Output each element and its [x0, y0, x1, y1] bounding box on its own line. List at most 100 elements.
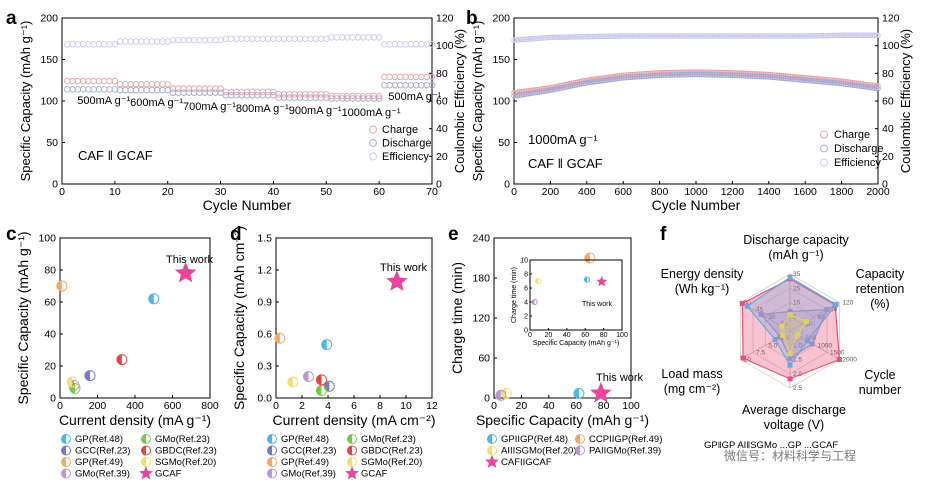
point-charge	[90, 77, 97, 85]
point-charge	[412, 73, 420, 81]
watermark-text: 微信号：材料科学与工程	[724, 448, 856, 463]
point-discharge	[675, 72, 681, 78]
point-efficiency	[540, 35, 546, 41]
point-efficiency	[520, 36, 526, 43]
legend-text-c: GP(Ref.49)	[75, 457, 123, 468]
point-efficiency	[412, 41, 420, 48]
point-efficiency	[756, 33, 763, 39]
point-efficiency	[847, 32, 854, 39]
y-tick-label: 0	[50, 393, 56, 405]
legend-marker-b	[820, 158, 828, 167]
point-discharge	[148, 86, 156, 94]
point-efficiency	[778, 33, 785, 39]
point-discharge	[635, 74, 641, 80]
point-discharge	[829, 79, 836, 86]
point-efficiency	[518, 36, 525, 43]
x-tick-label: 0	[59, 186, 65, 198]
point-efficiency	[773, 33, 779, 39]
point-efficiency	[185, 36, 193, 44]
legend-marker-a	[369, 139, 377, 147]
point-efficiency	[529, 36, 535, 42]
y-right-tick-label: 20	[436, 151, 448, 163]
point-charge	[164, 81, 171, 88]
x-tick-label: 1000	[684, 186, 708, 198]
point-efficiency	[711, 33, 717, 39]
point-discharge	[806, 77, 812, 84]
legend-marker-fill	[61, 457, 66, 467]
x-tick-label: 6	[351, 400, 357, 412]
legend-marker	[347, 445, 357, 456]
point-discharge	[317, 94, 325, 101]
point-efficiency	[391, 41, 399, 48]
point-discharge	[709, 72, 716, 78]
point-efficiency	[573, 34, 579, 40]
y-tick-label: 150	[492, 54, 510, 66]
point-discharge	[669, 72, 676, 78]
point-efficiency	[726, 33, 732, 39]
point-discharge	[837, 80, 843, 87]
point-discharge	[323, 94, 330, 101]
point-efficiency	[622, 33, 628, 39]
point-efficiency	[545, 34, 552, 41]
legend-marker	[347, 434, 357, 444]
point-efficiency	[600, 33, 606, 40]
y-tick-label: 1.5	[257, 233, 272, 245]
point-efficiency	[815, 32, 821, 39]
point-efficiency	[782, 33, 788, 39]
point-discharge	[729, 72, 736, 79]
point-efficiency	[402, 41, 409, 48]
point-discharge	[386, 81, 393, 89]
point-discharge	[201, 89, 208, 96]
point-discharge	[724, 72, 730, 78]
point-efficiency	[549, 34, 555, 41]
point-discharge	[180, 89, 187, 96]
point-discharge	[742, 73, 748, 79]
radar-axis-label: Average discharge	[742, 403, 846, 417]
x-axis-title: Cycle Number	[652, 197, 741, 213]
legend-marker-fill	[575, 446, 580, 455]
y-tick-label: 0.0	[257, 393, 272, 405]
point-efficiency	[95, 41, 103, 48]
point-efficiency	[607, 33, 614, 39]
point-efficiency	[360, 34, 367, 41]
point-discharge	[212, 89, 219, 96]
point-discharge	[64, 86, 71, 93]
point-charge	[101, 77, 108, 85]
legend-marker-fill	[141, 446, 146, 455]
point-discharge	[640, 73, 646, 80]
radar-axis-label: number	[859, 383, 901, 397]
radar-legend-fragment: GP‖GP AI‖SGMo ...GP ...GCAF	[704, 440, 838, 451]
point-discharge	[111, 86, 119, 93]
radar-tick-label: 45	[756, 307, 764, 314]
point-efficiency	[858, 32, 865, 39]
point-efficiency	[696, 33, 703, 39]
point-efficiency	[222, 35, 230, 43]
data-point-gmo39	[495, 389, 507, 401]
data-point-gmo23	[316, 385, 327, 397]
point-efficiency	[525, 36, 532, 42]
point-charge	[79, 77, 87, 85]
y-right-tick-label: 120	[436, 13, 454, 25]
point-efficiency	[527, 36, 534, 42]
point-discharge	[771, 74, 778, 81]
x-tick-label: 20	[516, 400, 528, 412]
legend-text-b: Efficiency	[834, 157, 881, 169]
point-discharge	[755, 73, 761, 80]
legend-marker-fill	[347, 457, 352, 467]
point-efficiency	[554, 34, 561, 40]
legend-text-d: GCC(Ref.23)	[281, 446, 336, 457]
point-efficiency	[676, 33, 683, 39]
point-efficiency	[840, 32, 847, 39]
point-discharge	[693, 71, 699, 78]
x-tick-label: 8	[377, 400, 383, 412]
legend-text-c: GP(Ref.48)	[75, 434, 123, 445]
point-discharge	[660, 72, 666, 78]
y-tick-label: 80	[44, 265, 56, 277]
point-discharge	[185, 89, 193, 96]
data-point-gcc23-fill	[85, 370, 90, 381]
data-point-gbdc23	[116, 354, 128, 366]
legend-text-c: GBDC(Ref.23)	[155, 446, 217, 457]
point-efficiency	[365, 34, 372, 41]
inset-point	[535, 277, 542, 285]
panel-label-e: e	[448, 224, 459, 245]
